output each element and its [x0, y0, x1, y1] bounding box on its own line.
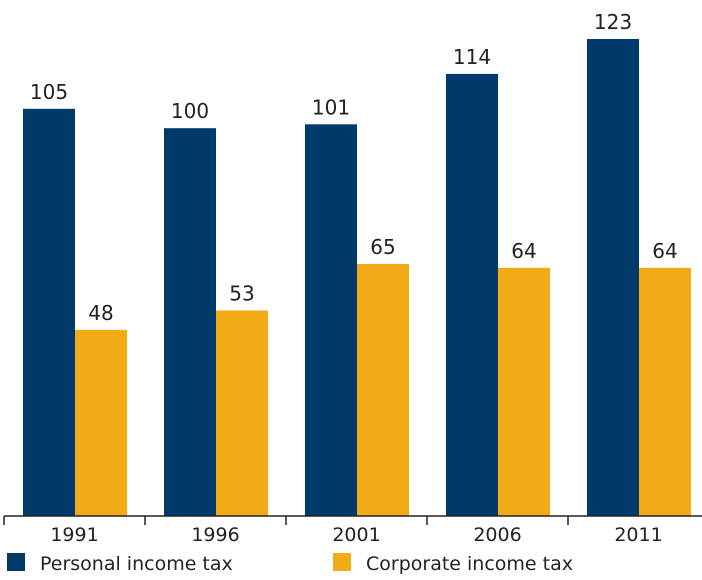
value-label-corporate-income-tax-2011: 64 [652, 239, 677, 263]
bar-personal-income-tax-2001 [305, 124, 357, 516]
x-tick-label-2006: 2006 [473, 524, 521, 546]
legend-swatch-corporate [333, 553, 351, 571]
bar-personal-income-tax-1991 [23, 108, 75, 517]
bar-corporate-income-tax-2006 [498, 267, 550, 516]
legend-swatch-personal [7, 553, 25, 571]
x-tick-label-1996: 1996 [191, 524, 239, 546]
value-label-corporate-income-tax-2001: 65 [370, 235, 395, 259]
value-label-personal-income-tax-2011: 123 [594, 10, 632, 34]
bar-corporate-income-tax-1996 [216, 310, 268, 516]
bar-corporate-income-tax-2011 [639, 267, 691, 516]
value-label-corporate-income-tax-1991: 48 [88, 301, 113, 325]
x-axis-labels-group: 1991 1996 2001 2006 2011 [50, 524, 662, 546]
value-labels-group: 105 48 100 53 101 65 114 64 123 64 [30, 10, 678, 325]
value-label-personal-income-tax-2001: 101 [312, 95, 350, 119]
legend-label-personal: Personal income tax [40, 553, 233, 575]
x-tick-label-2001: 2001 [332, 524, 380, 546]
x-tick-label-2011: 2011 [614, 524, 662, 546]
value-label-personal-income-tax-1996: 100 [171, 99, 209, 123]
x-tick-label-1991: 1991 [50, 524, 98, 546]
bar-corporate-income-tax-1991 [75, 329, 127, 516]
bar-personal-income-tax-1996 [164, 128, 216, 516]
bar-personal-income-tax-2006 [446, 73, 498, 516]
bar-personal-income-tax-2011 [587, 39, 639, 516]
value-label-corporate-income-tax-1996: 53 [229, 281, 254, 305]
value-label-personal-income-tax-2006: 114 [453, 45, 491, 69]
value-label-corporate-income-tax-2006: 64 [511, 239, 536, 263]
x-axis-ticks-group [3, 516, 569, 525]
bar-corporate-income-tax-2001 [357, 263, 409, 516]
bars-group [23, 39, 691, 517]
legend: Personal income tax Corporate income tax [7, 553, 573, 575]
value-label-personal-income-tax-1991: 105 [30, 80, 68, 104]
legend-label-corporate: Corporate income tax [366, 553, 573, 575]
